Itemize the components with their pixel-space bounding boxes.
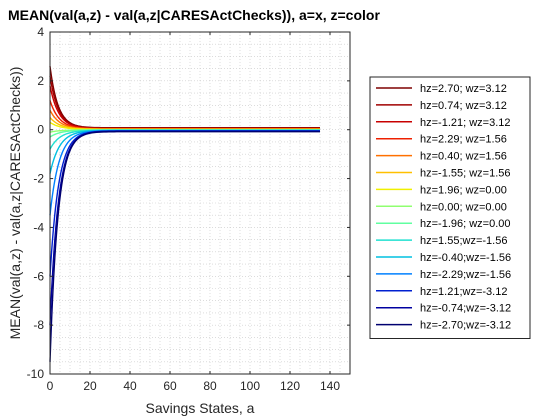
series-line [49,129,320,216]
legend-entry: hz=-1.55; wz=1.56 [420,168,511,180]
legend: hz=2.70; wz=3.12 hz=0.74; wz=3.12 hz=-1.21… [369,76,531,339]
legend-entry: hz=0.40; wz=1.56 [420,151,507,163]
y-tick-label: -2 [33,172,44,186]
chart-title: MEAN(val(a,z) - val(a,z|CARESActChecks))… [8,7,380,23]
legend-entry: hz=-1.21; wz=3.12 [420,117,511,129]
legend-entry: hz=-0.74;wz=-3.12 [420,303,511,315]
legend-entry: hz=-1.96; wz=0.00 [420,218,511,230]
series-line [49,130,320,362]
x-tick-label: 80 [203,379,217,393]
y-tick-label: 0 [37,123,44,137]
y-tick-label: -8 [33,318,44,332]
legend-entry: hz=-0.40;wz=-1.56 [420,252,511,264]
y-tick-label: -4 [33,220,44,234]
x-tick-label: 60 [163,379,177,393]
series-line [49,129,320,174]
x-tick-label: 20 [83,379,97,393]
plot-area [49,31,351,375]
y-tick-label: 2 [37,74,44,88]
legend-entry: hz=0.00; wz=0.00 [420,201,507,213]
x-tick-label: 100 [240,379,260,393]
legend-entry: hz=0.74; wz=3.12 [420,100,507,112]
series-line [49,75,320,129]
y-axis: -10 -8 -6 -4 -2 0 2 4 [27,25,350,381]
legend-entry: hz=-2.70;wz=-3.12 [420,320,511,332]
grid [49,31,351,375]
y-tick-label: -10 [27,367,45,381]
x-axis-label: Savings States, a [146,400,255,416]
x-tick-label: 40 [123,379,137,393]
y-tick-label: -6 [33,269,44,283]
x-tick-label: 140 [320,379,340,393]
y-tick-label: 4 [37,25,44,39]
series-line [49,85,320,130]
x-axis: 0 20 40 60 80 100 120 140 [47,32,340,393]
legend-entry: hz=1.96; wz=0.00 [420,184,507,196]
legend-entry: hz=2.70; wz=3.12 [420,83,507,95]
x-tick-label: 120 [280,379,300,393]
series-layer [49,66,320,362]
x-tick-label: 0 [47,379,54,393]
series-line [49,100,320,130]
legend-entry: hz=2.29; wz=1.56 [420,134,507,146]
y-axis-label: MEAN(val(a,z) - val(a,z|CARESActChecks)) [7,67,23,340]
series-line [49,130,320,277]
series-line [49,109,320,130]
legend-box [369,76,531,339]
legend-entry: hz=1.21;wz=-3.12 [420,286,507,298]
series-line [49,66,320,129]
legend-entry: hz=1.55;wz=-1.56 [420,235,507,247]
legend-entry: hz=-2.29;wz=-1.56 [420,269,511,281]
series-line [49,130,320,326]
